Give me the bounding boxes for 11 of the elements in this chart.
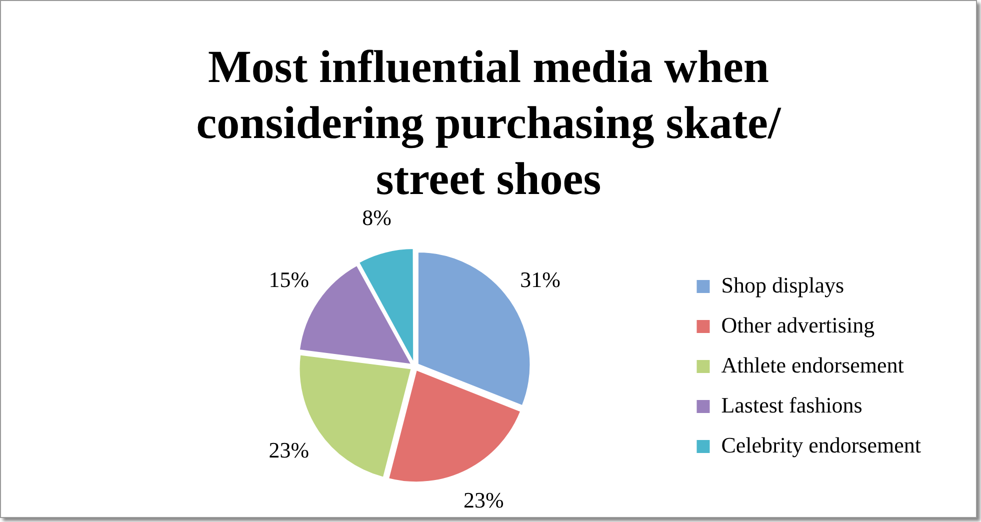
data-label: 23% [268,438,310,463]
data-label: 8% [362,205,392,230]
data-label: 31% [520,266,560,292]
legend-label: Shop displays [721,272,844,298]
legend-label: Lastest fashions [721,392,862,418]
legend-label: Athlete endorsement [721,352,904,378]
legend-label: Other advertising [721,312,875,338]
chart-title: Most influential media when considering purchasing skate/ street shoes [195,40,782,206]
legend-label: Celebrity endorsement [721,432,922,458]
data-label: 23% [463,488,504,513]
data-label: 15% [268,266,310,292]
